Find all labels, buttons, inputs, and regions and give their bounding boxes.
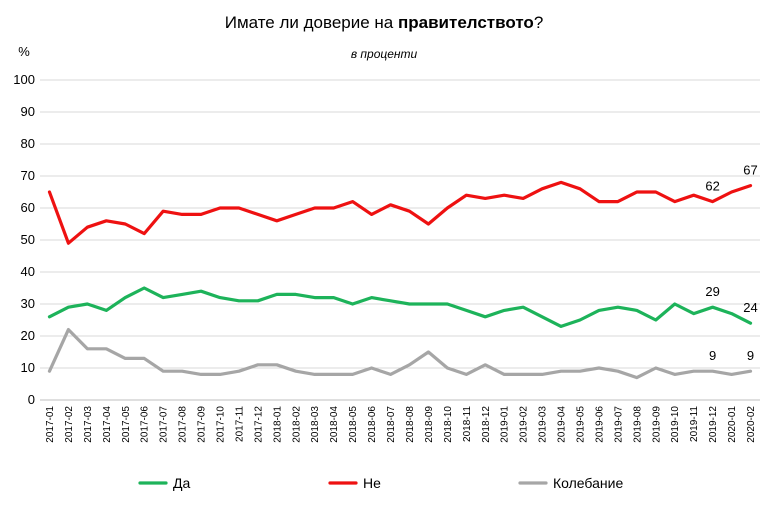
chart-title: Имате ли доверие на правителството? <box>225 13 544 32</box>
chart-title-text: Имате ли доверие на <box>225 13 398 32</box>
series-line-2 <box>47 328 753 380</box>
x-tick-2017-06: 2017-06 <box>140 406 151 443</box>
x-tick-2017-12: 2017-12 <box>253 406 264 443</box>
x-tick-2019-07: 2019-07 <box>613 406 624 443</box>
y-tick-10: 10 <box>21 360 35 375</box>
x-tick-2018-12: 2018-12 <box>481 406 492 443</box>
x-tick-2018-07: 2018-07 <box>386 406 397 443</box>
y-tick-30: 30 <box>21 296 35 311</box>
x-tick-2019-12: 2019-12 <box>708 406 719 443</box>
x-tick-2018-01: 2018-01 <box>272 406 283 443</box>
x-tick-2017-03: 2017-03 <box>83 406 94 443</box>
x-tick-2019-10: 2019-10 <box>670 406 681 443</box>
chart-subtitle: в проценти <box>351 47 418 61</box>
x-tick-2017-01: 2017-01 <box>45 406 56 443</box>
x-tick-2017-11: 2017-11 <box>234 406 245 442</box>
data-label-2-37: 9 <box>747 348 754 363</box>
legend-label-1: Не <box>363 475 381 491</box>
x-tick-2019-01: 2019-01 <box>500 406 511 443</box>
x-tick-2018-05: 2018-05 <box>348 406 359 443</box>
x-tick-2019-11: 2019-11 <box>689 406 700 442</box>
x-tick-2017-08: 2017-08 <box>178 406 189 443</box>
x-tick-2017-07: 2017-07 <box>159 406 170 443</box>
y-tick-90: 90 <box>21 104 35 119</box>
x-tick-2017-09: 2017-09 <box>197 406 208 443</box>
x-tick-2018-11: 2018-11 <box>462 406 473 442</box>
y-tick-100: 100 <box>13 72 35 87</box>
y-axis-label: % <box>18 44 30 59</box>
y-tick-60: 60 <box>21 200 35 215</box>
x-tick-2018-10: 2018-10 <box>443 406 454 443</box>
data-labels: 62 67 29 24 9 9 <box>705 163 757 364</box>
data-label-0-35: 62 <box>705 179 719 194</box>
x-tick-2019-06: 2019-06 <box>594 406 605 443</box>
data-label-0-37: 67 <box>743 163 757 178</box>
chart-title-suffix: ? <box>534 13 543 32</box>
legend-label-0: Да <box>173 475 190 491</box>
x-tick-2017-10: 2017-10 <box>216 406 227 443</box>
series-line-0 <box>47 180 753 245</box>
x-tick-2019-09: 2019-09 <box>651 406 662 443</box>
x-tick-2018-06: 2018-06 <box>367 406 378 443</box>
data-label-1-35: 29 <box>705 284 719 299</box>
x-tick-labels: 2017-01 2017-02 2017-03 2017-04 2017-05 2017-… <box>45 406 757 443</box>
x-tick-2017-05: 2017-05 <box>121 406 132 443</box>
x-tick-2018-03: 2018-03 <box>310 406 321 443</box>
x-tick-2017-02: 2017-02 <box>64 406 75 443</box>
x-tick-2018-09: 2018-09 <box>424 406 435 443</box>
chart-title-bold: правителството <box>398 13 534 32</box>
x-tick-2019-08: 2019-08 <box>632 406 643 443</box>
x-tick-2020-01: 2020-01 <box>727 406 738 443</box>
x-tick-2018-04: 2018-04 <box>329 406 340 443</box>
series-lines <box>47 180 753 380</box>
x-tick-2018-02: 2018-02 <box>291 406 302 443</box>
series-line-1 <box>47 286 753 328</box>
x-tick-2019-05: 2019-05 <box>576 406 587 443</box>
y-tick-labels: 0 10 20 30 40 50 60 70 80 90 100 <box>13 72 35 407</box>
y-tick-20: 20 <box>21 328 35 343</box>
gridlines <box>40 79 760 401</box>
x-tick-2020-02: 2020-02 <box>746 406 757 443</box>
x-tick-2019-02: 2019-02 <box>519 406 530 443</box>
data-label-2-35: 9 <box>709 348 716 363</box>
y-tick-0: 0 <box>28 392 35 407</box>
legend-label-2: Колебание <box>553 475 623 491</box>
x-tick-2017-04: 2017-04 <box>102 406 113 443</box>
legend: Да Не Колебание <box>138 475 623 491</box>
data-label-1-37: 24 <box>743 300 757 315</box>
y-tick-50: 50 <box>21 232 35 247</box>
x-tick-2019-04: 2019-04 <box>557 406 568 443</box>
y-tick-70: 70 <box>21 168 35 183</box>
x-tick-2018-08: 2018-08 <box>405 406 416 443</box>
x-tick-2019-03: 2019-03 <box>538 406 549 443</box>
y-tick-80: 80 <box>21 136 35 151</box>
y-tick-40: 40 <box>21 264 35 279</box>
